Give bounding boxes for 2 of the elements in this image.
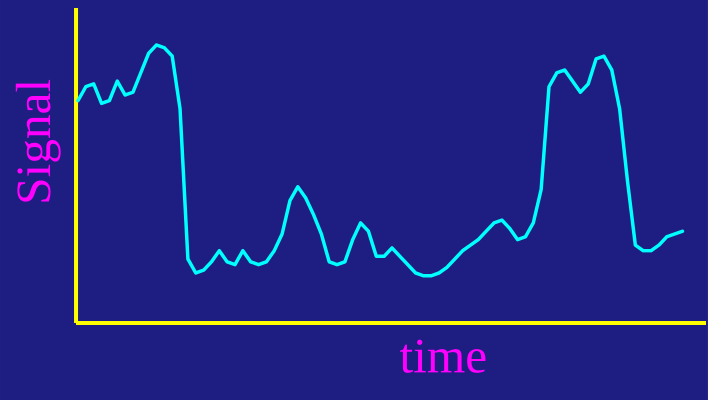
x-axis-title: time [400,340,486,373]
y-axis-title: Signal [16,80,61,202]
